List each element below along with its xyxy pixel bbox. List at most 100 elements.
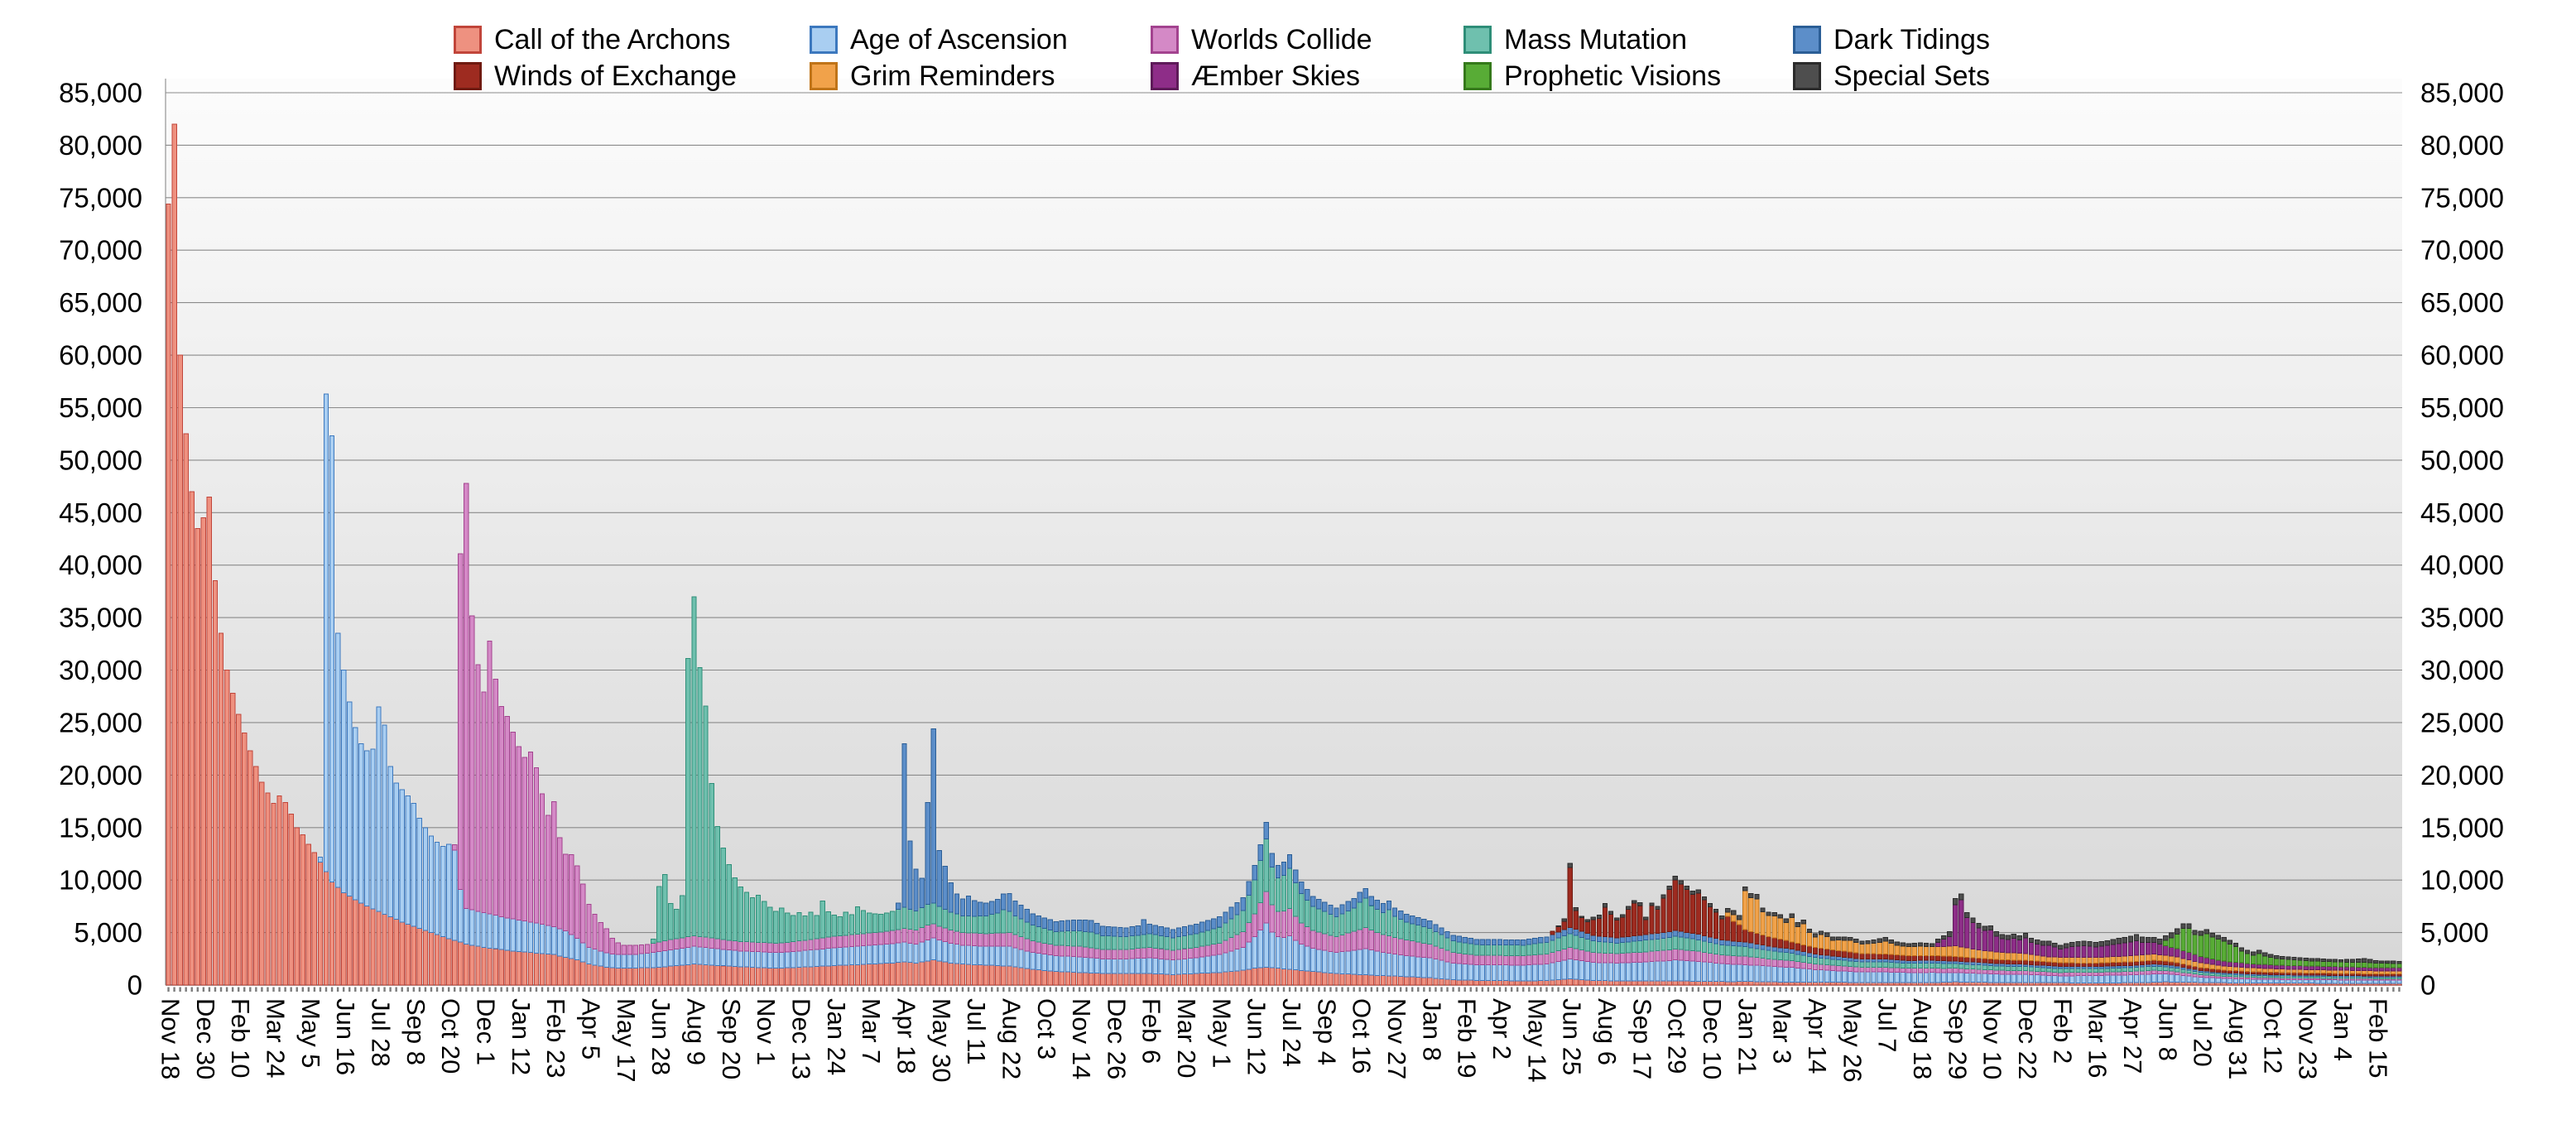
bar-segment-age-of-ascension: [2215, 978, 2221, 983]
bar-segment-aember-skies: [2087, 945, 2093, 959]
bar-segment-worlds-collide: [697, 935, 703, 948]
bar-segment-special-sets: [1848, 936, 1853, 941]
bar-segment-call-of-the-archons: [1550, 979, 1555, 986]
bar: [866, 912, 872, 986]
bar-segment-call-of-the-archons: [1724, 981, 1731, 986]
legend-item-grim-reminders: Grim Reminders: [810, 58, 1151, 94]
bar-segment-call-of-the-archons: [1211, 972, 1217, 986]
x-tick: [850, 987, 853, 992]
bar-segment-age-of-ascension: [1024, 950, 1030, 969]
bar-segment-age-of-ascension: [2127, 974, 2134, 983]
bar-segment-dark-tidings: [1462, 936, 1468, 944]
bar-segment-age-of-ascension: [1205, 955, 1211, 973]
bar-segment-call-of-the-archons: [229, 692, 236, 986]
x-tick: [1177, 987, 1180, 992]
x-tick: [955, 987, 959, 992]
bar-segment-special-sets: [2116, 938, 2122, 944]
bar-segment-winds-of-exchange: [1737, 924, 1742, 942]
bar-segment-winds-of-exchange: [2016, 959, 2023, 965]
bar-segment-prophetic-visions: [2232, 946, 2239, 964]
bar-segment-special-sets: [2238, 947, 2245, 952]
bar-segment-dark-tidings: [1076, 919, 1083, 932]
bar-segment-age-of-ascension: [2122, 974, 2128, 983]
x-tick-label: Sep 8: [401, 998, 430, 1065]
bar-segment-dark-tidings: [1018, 905, 1024, 920]
bar: [2268, 954, 2274, 986]
bar-segment-call-of-the-archons: [755, 967, 762, 986]
bar-segment-worlds-collide: [1263, 891, 1270, 924]
bar-segment-dark-tidings: [1544, 936, 1550, 943]
bar: [860, 910, 867, 986]
bar-segment-mass-mutation: [977, 916, 983, 935]
bar-segment-worlds-collide: [930, 923, 936, 939]
bar-segment-worlds-collide: [1374, 931, 1381, 952]
bar-segment-aember-skies: [2186, 952, 2192, 961]
bar-segment-call-of-the-archons: [1018, 967, 1024, 986]
bar: [1550, 930, 1555, 986]
bar-segment-worlds-collide: [948, 929, 954, 944]
bar-segment-mass-mutation: [2122, 967, 2128, 973]
bar-segment-winds-of-exchange: [1748, 930, 1754, 944]
bar-segment-special-sets: [1982, 925, 1987, 931]
bar-segment-call-of-the-archons: [1684, 980, 1689, 986]
bar-segment-worlds-collide: [1187, 947, 1194, 959]
bar-segment-mass-mutation: [685, 658, 691, 938]
bar: [2022, 933, 2029, 986]
bar-segment-worlds-collide: [1421, 942, 1427, 958]
bar-segment-winds-of-exchange: [2058, 962, 2064, 968]
x-tick: [225, 987, 228, 992]
bar: [1024, 909, 1030, 986]
bar-segment-special-sets: [2274, 955, 2280, 959]
bar-segment-dark-tidings: [1590, 935, 1597, 942]
x-tick: [1236, 987, 1238, 992]
x-tick-label: Nov 18: [156, 998, 185, 1079]
bar: [896, 902, 901, 986]
bar-segment-age-of-ascension: [2064, 975, 2069, 983]
x-tick: [2006, 987, 2009, 992]
y-tick-label: 60,000: [2420, 340, 2504, 371]
x-tick: [430, 987, 433, 992]
bar: [1194, 923, 1199, 986]
bar: [382, 724, 387, 986]
bar-segment-worlds-collide: [1812, 963, 1819, 970]
bar-segment-age-of-ascension: [872, 944, 878, 964]
bar-segment-aember-skies: [1934, 942, 1941, 948]
bar-segment-special-sets: [1929, 943, 1935, 948]
bar-segment-age-of-ascension: [1713, 962, 1719, 983]
bar-segment-grim-reminders: [1894, 944, 1900, 955]
x-tick: [389, 987, 392, 992]
x-tick: [675, 987, 678, 992]
bar-segment-mass-mutation: [1911, 963, 1918, 969]
x-tick: [1633, 987, 1636, 992]
x-tick: [559, 987, 561, 992]
bar: [399, 789, 405, 986]
bar: [2285, 956, 2291, 986]
bar-segment-grim-reminders: [2285, 968, 2291, 973]
bar-segment-dark-tidings: [1456, 935, 1462, 943]
bar-segment-aember-skies: [2209, 959, 2215, 965]
x-tick: [1697, 987, 1700, 992]
bar: [1462, 936, 1468, 986]
bar: [1584, 919, 1591, 986]
bar: [814, 915, 819, 986]
bar-segment-age-of-ascension: [1298, 944, 1305, 971]
bar-segment-age-of-ascension: [1491, 964, 1497, 982]
bar-segment-aember-skies: [2040, 944, 2046, 957]
x-tick: [1574, 987, 1577, 992]
bar-segment-winds-of-exchange: [2151, 959, 2157, 965]
bar-segment-age-of-ascension: [1982, 973, 1987, 983]
bar-segment-age-of-ascension: [592, 949, 598, 966]
bar-segment-winds-of-exchange: [1795, 943, 1800, 951]
bar: [1737, 915, 1742, 986]
bar-segment-age-of-ascension: [615, 954, 621, 968]
bar-segment-worlds-collide: [1217, 942, 1223, 955]
bar-segment-worlds-collide: [714, 938, 720, 949]
bar-segment-mass-mutation: [1076, 930, 1083, 947]
bar-segment-call-of-the-archons: [674, 965, 680, 986]
bar-segment-winds-of-exchange: [1806, 945, 1813, 954]
bar-segment-age-of-ascension: [1485, 964, 1492, 981]
bar-segment-age-of-ascension: [2355, 979, 2362, 984]
x-tick: [599, 987, 602, 992]
bar-segment-age-of-ascension: [2343, 979, 2350, 984]
bar-segment-worlds-collide: [1368, 929, 1375, 951]
